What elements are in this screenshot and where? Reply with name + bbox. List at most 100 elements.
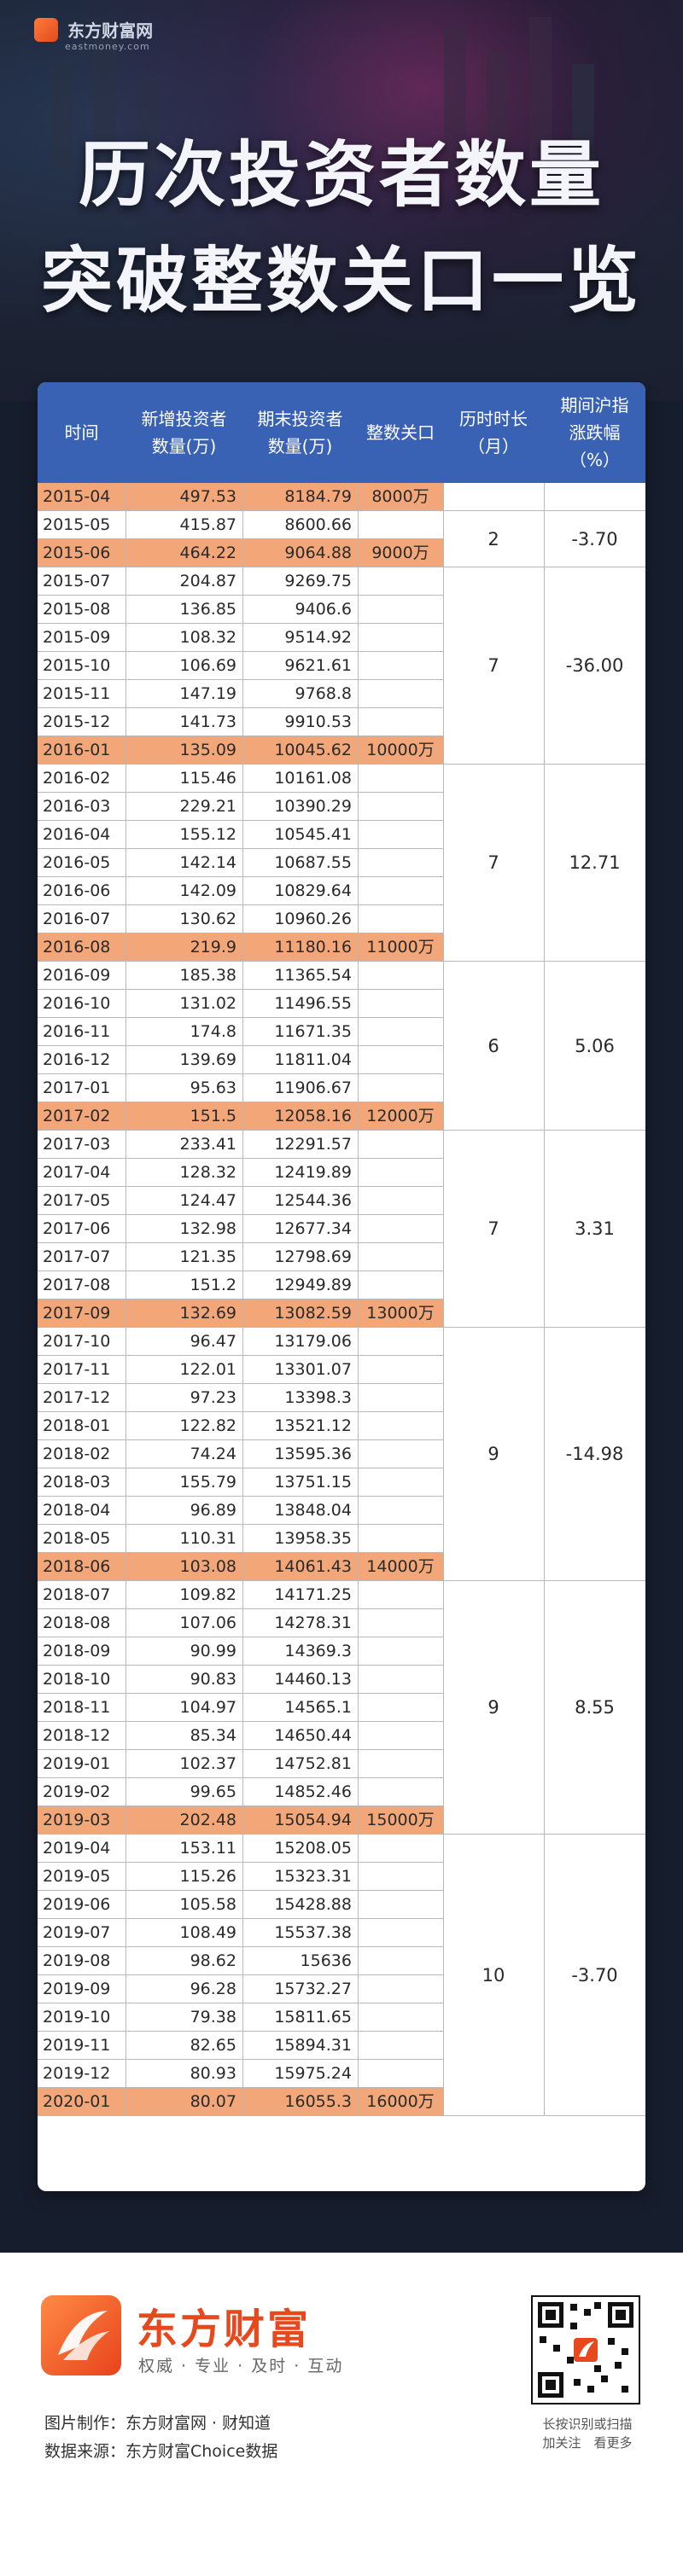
cell-new-investors: 151.2 [190, 1276, 236, 1294]
cell-level [358, 1778, 443, 1806]
cell-duration: 10 [482, 1964, 505, 1986]
table-row: 2019-06 105.58 15428.88 [38, 1891, 443, 1919]
cell-end-investors: 9064.88 [284, 544, 352, 562]
cell-end-investors: 13398.3 [284, 1388, 352, 1407]
cell-end-investors: 15054.94 [274, 1811, 352, 1829]
cell-level [358, 1919, 443, 1946]
cell-time: 2017-03 [43, 1135, 111, 1154]
cell-new-investors: 233.41 [179, 1135, 236, 1154]
header-level-label: 整数关口 [366, 422, 435, 443]
cell-end-investors: 11496.55 [274, 994, 352, 1013]
cell-end-investors: 12058.16 [274, 1107, 352, 1125]
cell-new-investors: 79.38 [190, 2008, 236, 2026]
cell-new-investors: 104.97 [179, 1698, 236, 1717]
cell-time: 2015-09 [43, 628, 111, 647]
data-table-card: 时间 新增投资者 数量(万) 期末投资者 数量(万) 整数关口 历时时长 （月） 期间… [38, 382, 645, 2191]
hero-banner: 东方财富网 eastmoney.com 历次投资者数量 突破整数关口一览 [0, 0, 683, 401]
table-row: 2015-10 106.69 9621.61 [38, 652, 443, 680]
column-divider [544, 483, 545, 2116]
qr-code[interactable] [531, 2295, 640, 2404]
cell-level [358, 1074, 443, 1102]
table-row: 2017-02 151.5 12058.16 12000万 [38, 1102, 443, 1131]
table-row: 2018-12 85.34 14650.44 [38, 1722, 443, 1750]
cell-level [358, 1694, 443, 1721]
cell-time: 2019-12 [43, 2064, 111, 2083]
cell-end-investors: 14565.1 [284, 1698, 352, 1717]
cell-end-investors: 15975.24 [274, 2064, 352, 2083]
cell-time: 2018-08 [43, 1614, 111, 1632]
table-row: 2019-02 99.65 14852.46 [38, 1778, 443, 1806]
cell-new-investors: 124.47 [179, 1191, 236, 1210]
cell-new-investors: 122.82 [179, 1416, 236, 1435]
cell-new-investors: 98.62 [190, 1951, 236, 1970]
table-row: 2016-12 139.69 11811.04 [38, 1046, 443, 1074]
cell-level [358, 1384, 443, 1411]
table-row: 2016-09 185.38 11365.54 [38, 962, 443, 990]
cell-time: 2020-01 [43, 2092, 111, 2111]
header-end-label-1: 期末投资者 [257, 409, 343, 429]
table-row: 2017-10 96.47 13179.06 [38, 1328, 443, 1356]
footer-slogan: 权威 · 专业 · 及时 · 互动 [138, 2357, 344, 2375]
cell-time: 2019-10 [43, 2008, 111, 2026]
cell-new-investors: 130.62 [179, 910, 236, 928]
cell-new-investors: 121.35 [179, 1247, 236, 1266]
cell-level: 15000万 [366, 1811, 435, 1829]
cell-end-investors: 9621.61 [284, 656, 352, 675]
header-level: 整数关口 [358, 382, 443, 483]
table-header: 时间 新增投资者 数量(万) 期末投资者 数量(万) 整数关口 历时时长 （月） 期间… [38, 382, 645, 483]
table-row: 2017-05 124.47 12544.36 [38, 1187, 443, 1215]
table-row: 2019-08 98.62 15636 [38, 1947, 443, 1975]
qr-caption-2: 加关注 看更多 [542, 2435, 633, 2451]
cell-new-investors: 464.22 [179, 544, 236, 562]
cell-level [358, 1722, 443, 1749]
cell-level [358, 2032, 443, 2059]
header-new-label-1: 新增投资者 [141, 409, 227, 429]
page-title-line1: 历次投资者数量 [78, 132, 604, 217]
header-end-investors: 期末投资者 数量(万) [242, 382, 358, 483]
cell-new-investors: 147.19 [179, 684, 236, 703]
table-row: 2015-06 464.22 9064.88 9000万 [38, 539, 443, 567]
cell-level [358, 990, 443, 1017]
header-chg-label-2: 涨跌幅 [569, 422, 621, 443]
table-row: 2016-08 219.9 11180.16 11000万 [38, 933, 443, 962]
table-row: 2016-07 130.62 10960.26 [38, 905, 443, 933]
cell-level [358, 1468, 443, 1496]
cell-end-investors: 13301.07 [274, 1360, 352, 1379]
header-brand-name: 东方财富网 [67, 20, 154, 41]
cell-time: 2018-01 [43, 1416, 111, 1435]
cell-new-investors: 229.21 [179, 797, 236, 816]
table-row: 2016-04 155.12 10545.41 [38, 821, 443, 849]
cell-end-investors: 9406.6 [295, 600, 352, 619]
cell-new-investors: 95.63 [190, 1079, 236, 1097]
cell-time: 2015-12 [43, 712, 111, 731]
cell-time: 2019-02 [43, 1782, 111, 1801]
table-row: 2015-07 204.87 9269.75 [38, 567, 443, 596]
cell-level [358, 1440, 443, 1468]
table-row: 2017-01 95.63 11906.67 [38, 1074, 443, 1102]
table-row: 2017-08 151.2 12949.89 [38, 1271, 443, 1300]
cell-level: 10000万 [366, 741, 435, 759]
table-row: 2017-09 132.69 13082.59 13000万 [38, 1300, 443, 1328]
background-bars-graphic [51, 17, 594, 171]
cell-end-investors: 11811.04 [274, 1050, 352, 1069]
table-row: 2018-06 103.08 14061.43 14000万 [38, 1553, 443, 1581]
cell-end-investors: 15732.27 [274, 1980, 352, 1998]
cell-level [358, 1356, 443, 1383]
cell-level [358, 624, 443, 651]
header-new-investors: 新增投资者 数量(万) [126, 382, 242, 483]
cell-new-investors: 141.73 [179, 712, 236, 731]
cell-index-change: 8.55 [575, 1697, 615, 1718]
table-row: 2016-01 135.09 10045.62 10000万 [38, 736, 443, 765]
cell-duration: 6 [487, 1035, 499, 1056]
cell-level [358, 962, 443, 989]
cell-time: 2017-04 [43, 1163, 111, 1182]
cell-level [358, 849, 443, 876]
cell-time: 2017-08 [43, 1276, 111, 1294]
cell-time: 2017-12 [43, 1388, 111, 1407]
cell-end-investors: 9514.92 [284, 628, 352, 647]
cell-new-investors: 85.34 [190, 1726, 236, 1745]
duration-group: 9 -14.98 [443, 1328, 645, 1581]
cell-new-investors: 142.09 [179, 881, 236, 900]
table-row: 2019-12 80.93 15975.24 [38, 2060, 443, 2088]
table-row: 2019-05 115.26 15323.31 [38, 1863, 443, 1891]
